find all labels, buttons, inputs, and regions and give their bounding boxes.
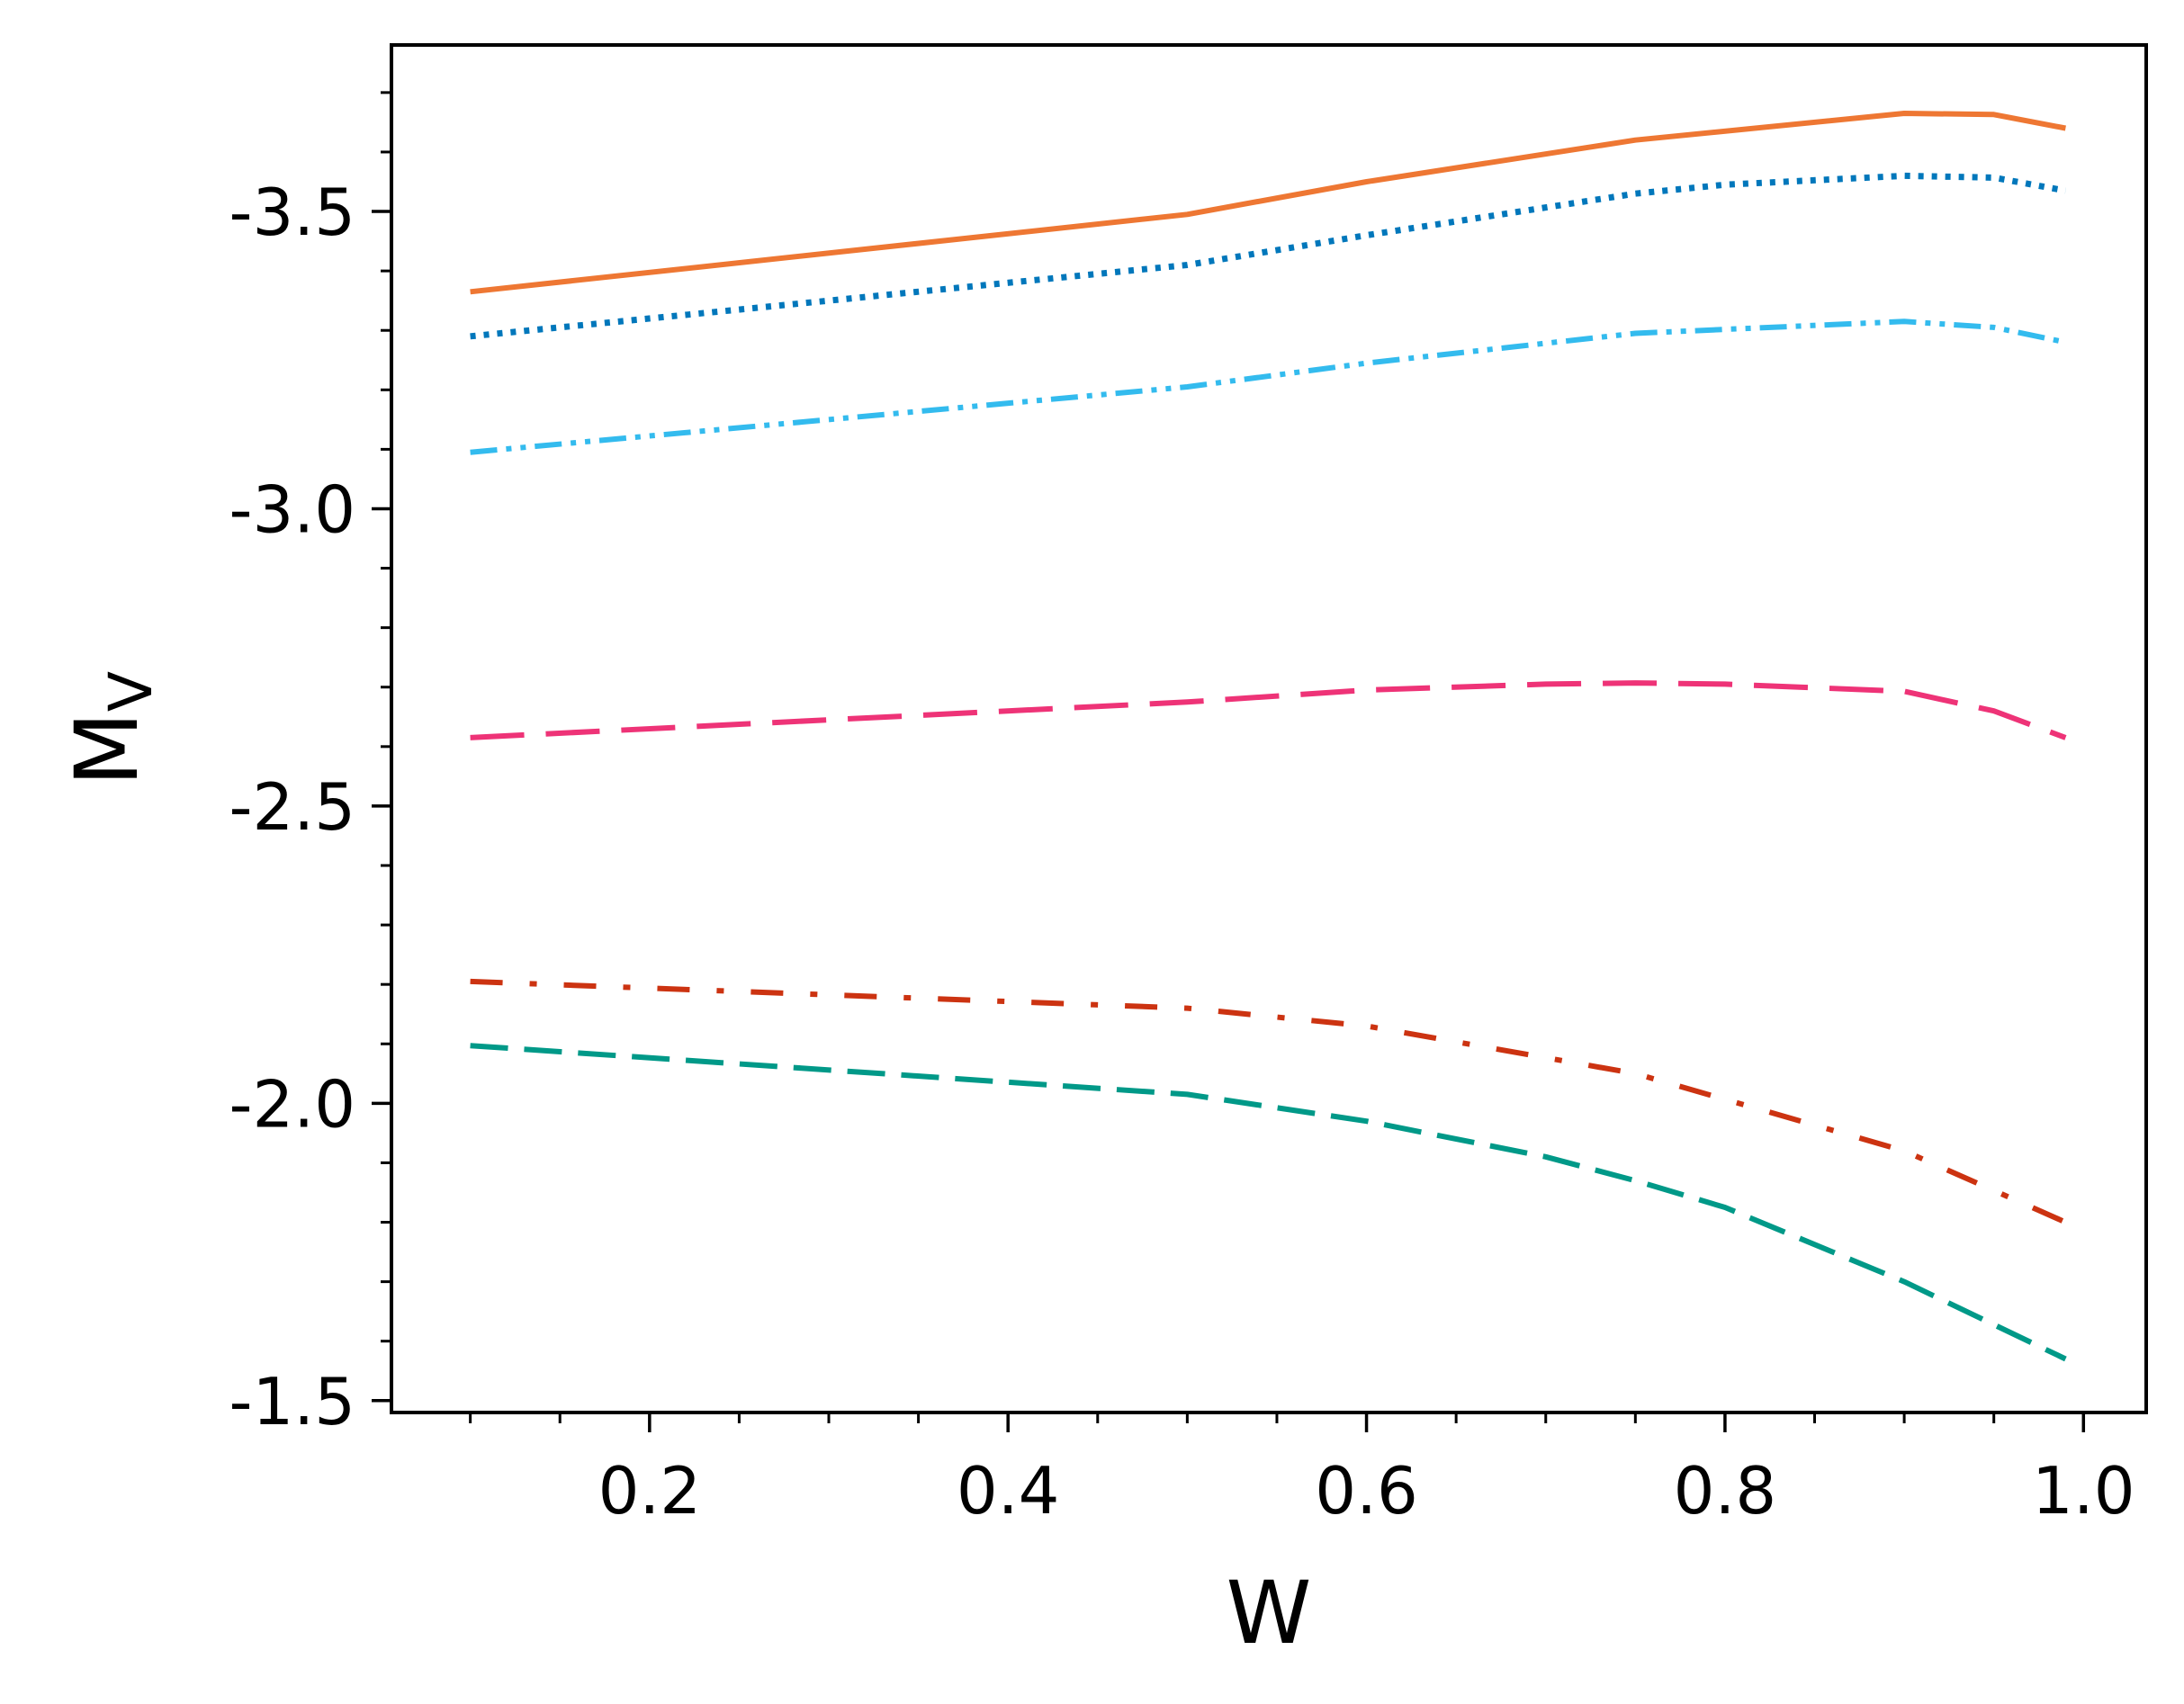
y-tick-label: -3.0 <box>229 471 355 547</box>
series-layer <box>470 111 2067 1362</box>
series-line-2 <box>470 172 2067 340</box>
y-tick-label: -1.5 <box>229 1364 355 1439</box>
y-axis-label-sub: V <box>96 671 166 712</box>
x-tick-label: 0.8 <box>1674 1453 1777 1529</box>
x-tick-label: 0.6 <box>1315 1453 1418 1529</box>
x-axis-label: W <box>1227 1563 1312 1664</box>
series-line-1 <box>470 111 2066 295</box>
x-tick-label: 0.2 <box>598 1453 702 1529</box>
series-line-3 <box>470 318 2067 455</box>
y-tick-label: -2.5 <box>229 769 355 845</box>
y-tick-label: -2.0 <box>229 1066 355 1142</box>
y-axis-label-main: M <box>57 712 157 786</box>
x-tick-label: 0.4 <box>957 1453 1060 1529</box>
series-line-4 <box>470 680 2067 740</box>
series-line-6 <box>470 1043 2067 1362</box>
y-tick-label: -3.5 <box>229 175 355 250</box>
y-axis-ticks: -3.5 -3.0 -2.5 -2.0 -1.5 <box>229 91 391 1439</box>
x-axis-ticks: 0.2 0.4 0.6 0.8 1.0 <box>469 1413 2135 1529</box>
x-tick-label: 1.0 <box>2032 1453 2135 1529</box>
y-axis-label: MV <box>57 671 166 786</box>
series-line-5 <box>470 978 2067 1225</box>
plot-frame <box>390 43 2148 1414</box>
